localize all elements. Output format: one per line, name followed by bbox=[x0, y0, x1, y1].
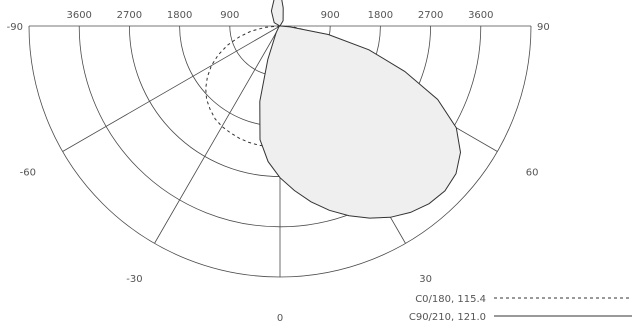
radial-line-neg30 bbox=[154, 25, 281, 244]
ring-tick-label-left: 1800 bbox=[167, 10, 192, 21]
angle-label: -90 bbox=[7, 22, 23, 33]
ring-tick-label-right: 3600 bbox=[468, 10, 493, 21]
angle-label: 30 bbox=[419, 274, 432, 285]
ring-tick-label-right: 1800 bbox=[368, 10, 393, 21]
legend-label: C0/180, 115.4 bbox=[415, 294, 486, 305]
legend: C0/180, 115.4 C90/210, 121.0 bbox=[409, 294, 632, 323]
angle-label: 90 bbox=[537, 22, 550, 33]
series-curve-2 bbox=[259, 0, 462, 219]
ring-tick-label-left: 3600 bbox=[66, 10, 91, 21]
angle-label: 0 bbox=[277, 313, 283, 324]
ring-tick-label-right: 900 bbox=[321, 10, 340, 21]
series-layer bbox=[205, 0, 462, 219]
ring-tick-label-left: 2700 bbox=[117, 10, 142, 21]
legend-label: C90/210, 121.0 bbox=[409, 312, 486, 323]
radial-line-neg60 bbox=[62, 25, 281, 152]
angle-label: -30 bbox=[126, 274, 142, 285]
ring-tick-label-right: 2700 bbox=[418, 10, 443, 21]
angle-label: 60 bbox=[526, 168, 539, 179]
angle-label: -60 bbox=[20, 168, 36, 179]
ring-tick-label-left: 900 bbox=[220, 10, 239, 21]
tick-label-layer: 3600 2700 1800 900 900 1800 2700 3600 -90 -60 -30 0… bbox=[7, 10, 550, 324]
